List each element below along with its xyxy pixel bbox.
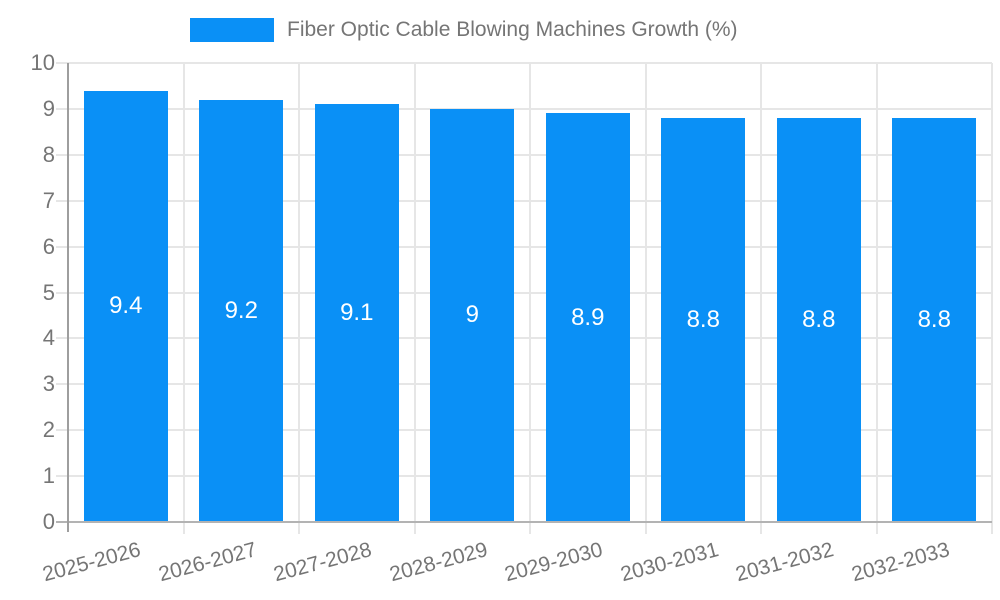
bar-2030-2031 bbox=[661, 118, 746, 522]
bar-value-label: 9.1 bbox=[340, 299, 374, 327]
y-tick-label: 2 bbox=[42, 417, 55, 443]
x-tick-label: 2031-2032 bbox=[733, 538, 837, 587]
y-gridline-6 bbox=[56, 245, 992, 248]
y-gridline-2 bbox=[56, 429, 992, 432]
y-tick-label: 6 bbox=[42, 233, 55, 259]
x-gridline bbox=[875, 63, 878, 534]
y-gridline-5 bbox=[56, 291, 992, 294]
bar-2025-2026 bbox=[83, 90, 168, 522]
y-gridline-4 bbox=[56, 337, 992, 340]
legend-label: Fiber Optic Cable Blowing Machines Growt… bbox=[287, 18, 738, 41]
x-tick-label: 2032-2033 bbox=[848, 538, 952, 587]
x-gridline bbox=[991, 63, 993, 534]
x-tick-label: 2029-2030 bbox=[502, 538, 606, 587]
x-tick-label: 2025-2026 bbox=[40, 538, 144, 587]
bar-value-label: 9.4 bbox=[109, 292, 143, 320]
bar-value-label: 8.8 bbox=[917, 306, 951, 334]
bar-value-label: 8.9 bbox=[571, 303, 605, 331]
x-tick-label: 2028-2029 bbox=[386, 538, 490, 587]
bar-value-label: 9.2 bbox=[224, 296, 258, 324]
x-tick-label: 2030-2031 bbox=[617, 538, 721, 587]
x-gridline bbox=[644, 63, 647, 534]
bar-2028-2029 bbox=[430, 108, 515, 522]
y-gridline-1 bbox=[56, 475, 992, 478]
x-gridline bbox=[760, 63, 762, 534]
bar-2032-2033 bbox=[892, 118, 977, 522]
y-tick-label: 3 bbox=[42, 371, 55, 397]
bar-value-label: 8.8 bbox=[686, 306, 720, 334]
y-gridline-8 bbox=[56, 153, 992, 156]
x-gridline bbox=[182, 63, 185, 534]
y-gridline-7 bbox=[56, 199, 992, 202]
bar-value-label: 8.8 bbox=[802, 306, 836, 334]
bar-2027-2028 bbox=[314, 104, 399, 522]
x-gridline bbox=[298, 63, 300, 534]
y-tick-label: 4 bbox=[42, 325, 55, 351]
bar-value-label: 9 bbox=[465, 301, 479, 329]
bar-2026-2027 bbox=[199, 99, 284, 522]
y-tick-label: 0 bbox=[42, 509, 55, 534]
y-tick-label: 1 bbox=[42, 463, 55, 489]
y-axis-line bbox=[67, 63, 69, 532]
y-tick-label: 10 bbox=[30, 50, 55, 75]
x-tick-label: 2026-2027 bbox=[155, 538, 259, 587]
y-tick-label: 7 bbox=[42, 187, 55, 213]
y-tick-label: 9 bbox=[42, 95, 55, 121]
x-axis-baseline bbox=[56, 521, 992, 523]
y-tick-label: 5 bbox=[42, 279, 55, 305]
bar-2031-2032 bbox=[776, 118, 861, 522]
legend-swatch bbox=[190, 18, 274, 42]
y-gridline-10 bbox=[56, 62, 992, 64]
x-gridline bbox=[529, 63, 531, 534]
y-gridline-3 bbox=[56, 383, 992, 386]
y-gridline-9 bbox=[56, 107, 992, 110]
x-tick-label: 2027-2028 bbox=[271, 538, 375, 587]
chart-legend: Fiber Optic Cable Blowing Machines Growt… bbox=[190, 18, 738, 42]
x-gridline bbox=[413, 63, 416, 534]
bar-2029-2030 bbox=[545, 113, 630, 522]
y-tick-label: 8 bbox=[42, 141, 55, 167]
